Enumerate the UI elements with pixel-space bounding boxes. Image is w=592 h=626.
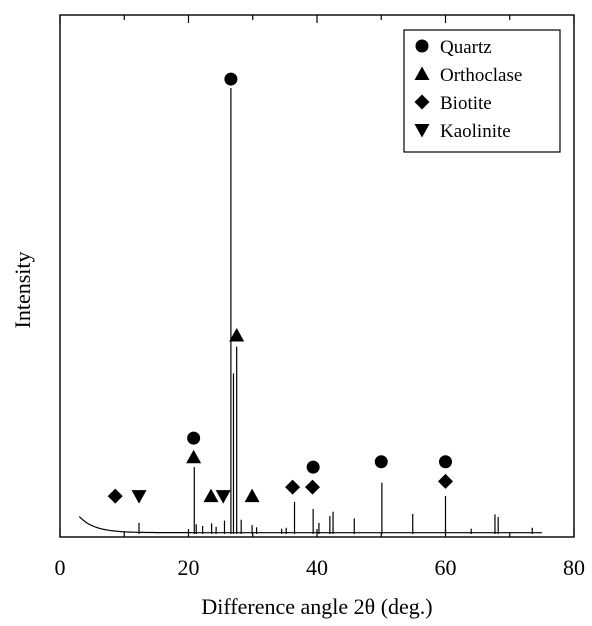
- legend-label: Kaolinite: [440, 121, 511, 142]
- legend: Quartz Orthoclase Biotite Kaolinite: [403, 29, 561, 153]
- circle-marker: [306, 460, 320, 474]
- mineral-peak-markers: [107, 72, 453, 504]
- x-axis-tick-labels: 0 20 40 60 80: [55, 555, 586, 580]
- diamond-marker: [438, 473, 453, 489]
- circle-marker: [374, 455, 388, 469]
- x-tick-label: 20: [178, 555, 200, 580]
- legend-diamond-marker: [414, 94, 430, 110]
- diamond-marker: [107, 488, 123, 504]
- circle-marker: [224, 72, 238, 86]
- legend-label: Quartz: [440, 37, 492, 58]
- circle-marker: [439, 455, 452, 469]
- triangle-up-marker: [203, 488, 219, 503]
- legend-triangle-up-marker: [414, 66, 430, 80]
- legend-triangle-down-marker: [414, 124, 430, 138]
- diamond-marker: [305, 479, 321, 495]
- triangle-down-marker: [215, 490, 231, 504]
- legend-label: Orthoclase: [440, 65, 522, 86]
- pattern-background-curve: [78, 516, 542, 534]
- diffraction-peaks: [138, 88, 533, 534]
- x-tick-label: 80: [563, 555, 585, 580]
- x-tick-label: 40: [306, 555, 328, 580]
- x-tick-label: 0: [55, 555, 66, 580]
- legend-circle-marker: [415, 39, 429, 53]
- legend-box: [403, 29, 561, 153]
- triangle-down-marker: [131, 490, 147, 504]
- triangle-up-marker: [229, 328, 245, 342]
- diamond-marker: [285, 479, 301, 495]
- circle-marker: [187, 431, 201, 445]
- legend-label: Biotite: [440, 93, 492, 114]
- y-axis-label: Intensity: [10, 252, 35, 329]
- triangle-up-marker: [186, 449, 202, 464]
- x-axis-label: Difference angle 2θ (deg.): [201, 594, 432, 619]
- x-tick-label: 60: [435, 555, 457, 580]
- triangle-up-marker: [244, 488, 260, 503]
